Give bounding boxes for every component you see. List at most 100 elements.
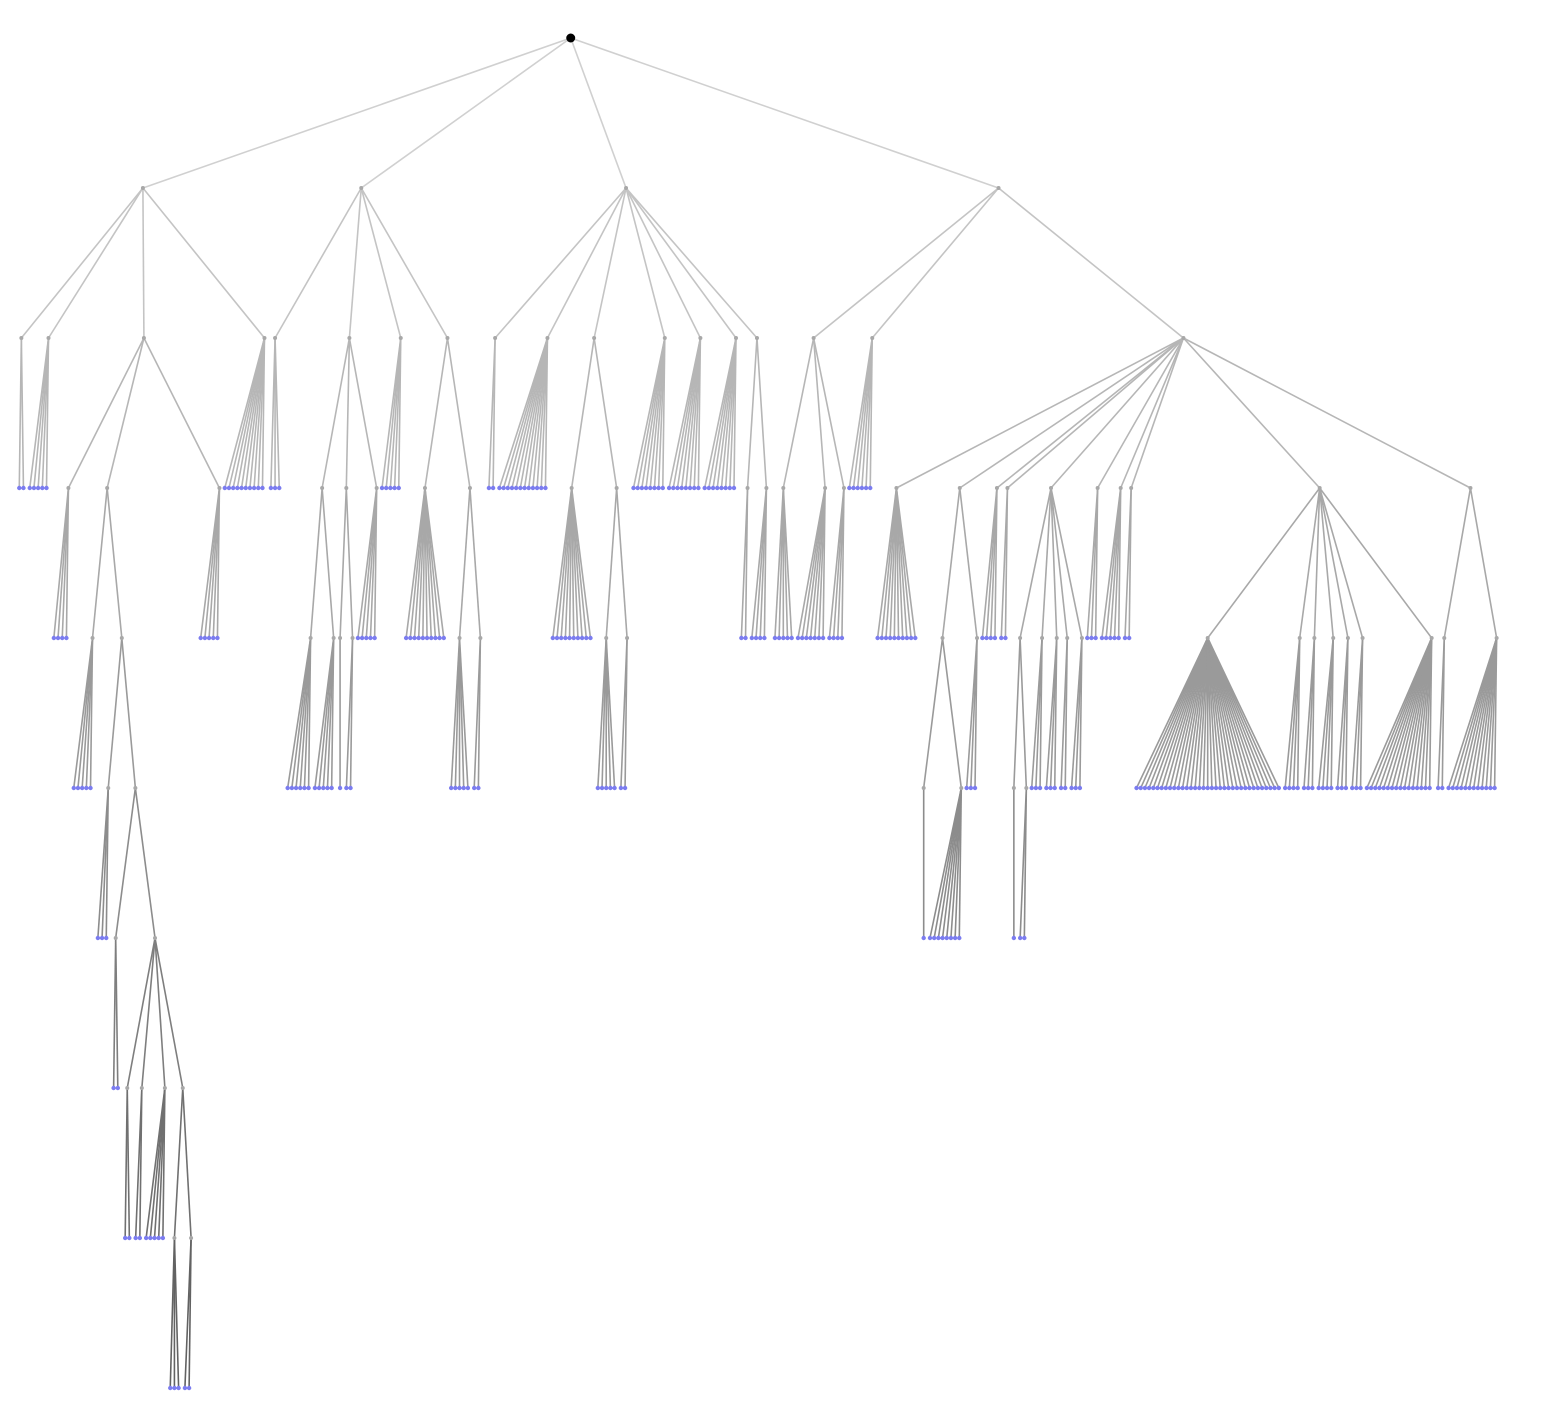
leaf-node [863,485,869,491]
tree-edge [142,187,266,339]
leaf-node [1458,785,1464,791]
leaf-node [486,485,492,491]
internal-node [569,486,574,490]
leaf-node [176,1385,181,1391]
internal-node [733,336,738,340]
tree-edge [871,187,1000,339]
leaf-node [1305,785,1311,791]
leaf-node [908,635,914,641]
leaf-node [631,485,636,491]
internal-node [445,336,450,340]
leaf-node [239,485,244,491]
tree-edge [105,787,110,939]
tree-edge [570,337,595,489]
internal-node [66,486,71,490]
leaf-node [272,485,278,491]
tree-edge [746,337,758,489]
leaf-node [980,635,985,641]
tree-edge [733,337,737,489]
leaf-node [683,485,689,491]
leaf-node [927,935,933,941]
leaf-node [692,485,697,491]
leaf-node [243,485,248,491]
leaf-node [913,635,918,641]
leaf-node [1301,785,1307,791]
leaf-node [887,635,893,641]
leaf-node [1197,785,1202,791]
leaf-node [999,635,1004,641]
tree-edge [1128,487,1132,639]
leaf-node [1213,785,1219,791]
internal-node [1065,636,1070,640]
leaf-node [1276,785,1282,791]
tree-edge [1330,637,1335,789]
leaf-node [235,485,240,491]
tree-edge [812,337,845,489]
leaf-node [749,635,755,641]
leaf-node [433,635,438,641]
leaf-node [675,485,680,491]
leaf-node [1471,785,1476,791]
leaf-node [17,485,22,491]
tree-edge [1023,787,1028,939]
leaf-node [1310,785,1315,791]
leaf-node [1029,785,1034,791]
leaf-node [388,485,393,491]
internal-node [422,486,427,490]
tree-edge [446,337,471,489]
tree-edge [188,1237,192,1389]
leaf-node [743,635,748,641]
leaf-node [835,635,840,641]
leaf-node [539,485,544,491]
leaf-node [1450,785,1455,791]
tree-edge [89,637,94,789]
tree-edge [625,187,702,339]
leaf-node [1423,785,1428,791]
internal-node [1054,636,1059,640]
tree-edge [625,187,737,339]
leaf-node [1146,785,1152,791]
leaf-node [883,635,889,641]
leaf-node [696,485,701,491]
tree-edge [570,487,592,639]
leaf-node [1398,785,1403,791]
tree-edge [941,487,961,639]
tree-edge [154,937,166,1089]
tree-edge [142,187,145,339]
tree-edge [958,787,963,939]
leaf-node [143,1235,149,1241]
internal-node [1005,486,1010,490]
tree-edge [91,487,108,639]
tree-edge [1006,337,1184,489]
tree-edge [181,1087,192,1239]
internal-node [921,786,926,790]
leaf-node [984,635,989,641]
tree-edge [121,637,137,789]
leaf-node [513,485,519,491]
tree-edge [424,337,449,489]
leaf-node [875,635,880,641]
internal-node [493,336,498,340]
tree-edge [330,637,335,789]
leaf-node [812,635,817,641]
internal-node [625,636,630,640]
leaf-node [160,1235,166,1241]
leaf-node [530,485,536,491]
tree-edge [756,337,768,489]
leaf-node [1126,635,1132,641]
leaf-node [168,1385,173,1391]
internal-node [139,1086,144,1090]
tree-edge [1318,487,1364,639]
leaf-node [952,935,958,941]
leaf-node [554,635,560,641]
leaf-node [1017,935,1023,941]
internal-node [320,486,325,490]
leaf-node [1335,785,1340,791]
tree-edge [1318,487,1349,639]
tree-edge [998,187,1184,339]
leaf-node [839,635,845,641]
tree-edge [126,1087,131,1239]
leaf-node [940,935,945,941]
tree-edge [1206,637,1280,789]
